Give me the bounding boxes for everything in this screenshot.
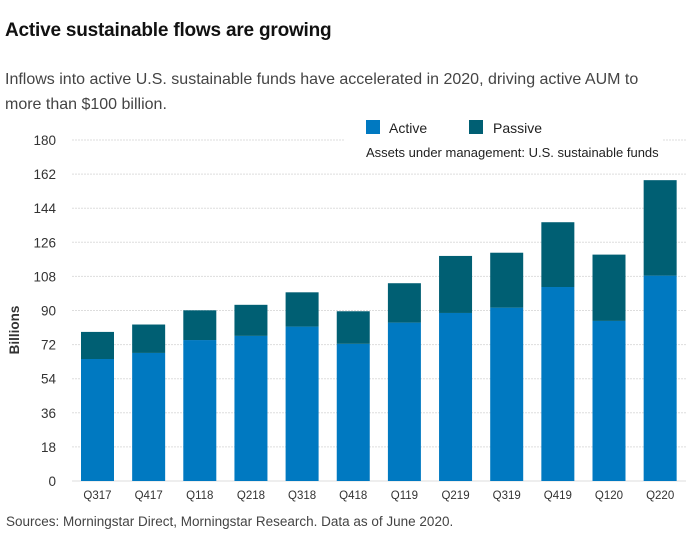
- bar-passive-q319: [490, 252, 524, 308]
- y-tick-label: 54: [41, 372, 57, 387]
- x-tick-label: Q418: [339, 490, 367, 502]
- bar-active-q118: [183, 340, 217, 481]
- x-axis-labels: Q317 Q417 Q118 Q218 Q318 Q418 Q119 Q219 Q319 Q419…: [83, 490, 674, 502]
- chart-title: Active sustainable flows are growing: [5, 20, 332, 41]
- x-tick-label: Q317: [83, 490, 111, 502]
- x-tick-label: Q319: [493, 490, 521, 502]
- bar-passive-q218: [234, 304, 268, 336]
- bar-active-q119: [387, 322, 421, 481]
- legend-background: [345, 112, 663, 162]
- bar-active-q418: [336, 343, 370, 481]
- bar-passive-q417: [132, 324, 166, 353]
- bar-passive-q219: [439, 255, 473, 313]
- x-tick-label: Q119: [391, 490, 418, 502]
- bar-active-q319: [490, 307, 524, 481]
- source-note: Sources: Morningstar Direct, Morningstar…: [6, 514, 454, 529]
- y-axis-ticks: 0 18 36 54 72 90 108 126 144 162 180: [33, 133, 56, 489]
- y-tick-label: 180: [33, 133, 56, 148]
- bar-passive-q419: [541, 222, 575, 288]
- y-tick-label: 144: [33, 201, 56, 216]
- x-tick-label: Q318: [288, 490, 316, 502]
- legend-label-active: Active: [389, 120, 427, 136]
- y-tick-label: 18: [41, 440, 56, 455]
- x-tick-label: Q118: [186, 490, 213, 502]
- bar-active-q218: [234, 335, 268, 481]
- bar-active-q219: [439, 312, 473, 481]
- legend-swatch-active: [366, 120, 380, 134]
- bar-passive-q120: [592, 254, 626, 321]
- y-tick-label: 0: [48, 474, 56, 489]
- x-tick-label: Q120: [595, 490, 623, 502]
- bar-active-q318: [285, 326, 319, 481]
- bar-passive-q418: [336, 311, 370, 344]
- y-tick-label: 162: [33, 167, 56, 182]
- y-tick-label: 36: [41, 406, 56, 421]
- x-tick-label: Q419: [544, 490, 572, 502]
- x-tick-label: Q417: [135, 490, 163, 502]
- bar-active-q220: [643, 275, 677, 481]
- bar-passive-q220: [643, 180, 677, 276]
- y-tick-label: 72: [41, 338, 56, 353]
- y-tick-label: 108: [33, 269, 56, 284]
- bar-active-q417: [132, 352, 166, 481]
- bars: [81, 180, 677, 481]
- bar-active-q120: [592, 320, 626, 481]
- chart-subtitle: Inflows into active U.S. sustainable fun…: [5, 71, 639, 113]
- chart-caption: Assets under management: U.S. sustainabl…: [366, 145, 659, 160]
- y-tick-label: 90: [41, 304, 56, 319]
- bar-passive-q318: [285, 292, 319, 327]
- x-tick-label: Q220: [646, 490, 674, 502]
- bar-passive-q118: [183, 310, 217, 341]
- x-tick-label: Q219: [441, 490, 469, 502]
- bar-passive-q119: [387, 283, 421, 323]
- legend-label-passive: Passive: [493, 120, 542, 136]
- bar-active-q419: [541, 287, 575, 481]
- bar-passive-q317: [81, 331, 114, 359]
- legend-swatch-passive: [469, 120, 483, 134]
- bar-active-q317: [81, 358, 114, 481]
- legend: Active Passive Assets under management: …: [366, 120, 659, 160]
- y-axis-label: Billions: [7, 306, 22, 355]
- x-tick-label: Q218: [237, 490, 265, 502]
- gridlines: [72, 139, 686, 482]
- y-tick-label: 126: [33, 235, 56, 250]
